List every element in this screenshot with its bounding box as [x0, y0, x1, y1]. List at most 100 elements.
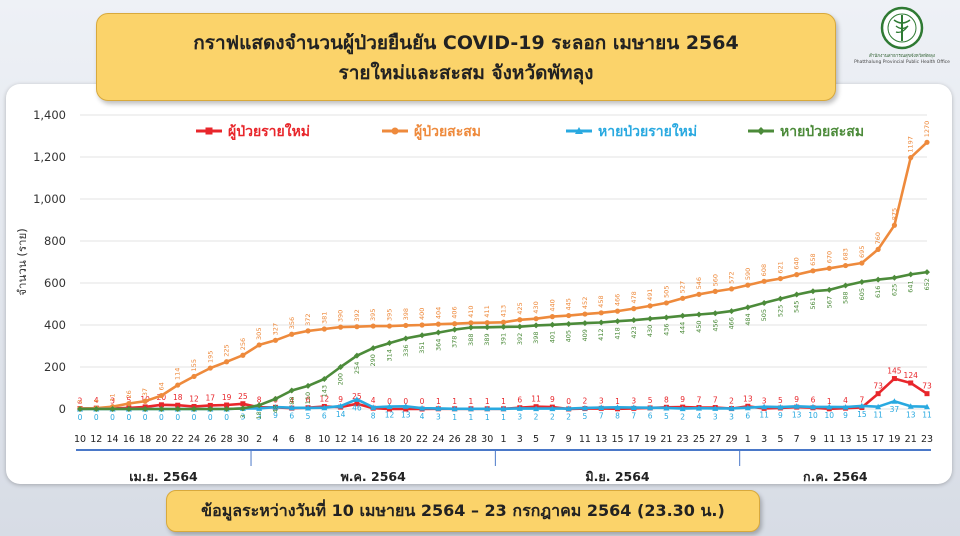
date-range-footer: ข้อมูลระหว่างวันที่ 10 เมษายน 2564 – 23 …: [166, 490, 760, 532]
x-tick-label: 19: [888, 434, 900, 445]
data-point: [142, 398, 148, 404]
data-label: 2: [534, 413, 539, 422]
data-point: [403, 406, 409, 412]
data-point: [858, 402, 865, 409]
data-point: [810, 268, 816, 274]
data-label: 2: [583, 397, 588, 406]
x-tick-label: 15: [611, 434, 623, 445]
data-label: 4: [92, 399, 100, 403]
data-label: 760: [874, 232, 882, 244]
data-point: [500, 405, 507, 412]
data-point: [924, 139, 930, 145]
data-label: 1270: [923, 121, 931, 138]
data-label: 13: [792, 410, 802, 419]
data-point: [761, 278, 767, 284]
data-point: [695, 311, 702, 318]
x-tick-label: 10: [318, 434, 330, 445]
data-point: [256, 402, 263, 409]
data-point: [712, 288, 718, 294]
data-point: [842, 404, 849, 410]
x-tick-label: 26: [204, 434, 216, 445]
data-label: 491: [646, 288, 654, 300]
data-point: [875, 246, 881, 252]
data-label: 7: [599, 412, 604, 421]
data-label: 4: [420, 412, 425, 421]
y-axis-label: จำนวน (ราย): [15, 228, 29, 295]
data-label: 305: [255, 328, 263, 340]
data-point: [842, 262, 849, 269]
data-point: [907, 271, 914, 278]
data-point: [549, 314, 555, 320]
data-point: [647, 404, 654, 411]
x-tick-label: 9: [810, 434, 816, 445]
data-point: [647, 315, 654, 322]
caduceus-seal-icon: [880, 6, 924, 50]
data-label: 9: [338, 395, 343, 404]
data-label: 73: [873, 382, 883, 391]
data-label: 423: [630, 326, 638, 338]
data-point: [403, 322, 409, 329]
data-point: [354, 324, 360, 330]
data-label: 401: [548, 331, 556, 343]
data-point: [728, 405, 735, 411]
data-label: 37: [141, 388, 149, 396]
data-label: 3: [517, 412, 522, 421]
data-point: [761, 403, 768, 410]
data-label: 400: [418, 308, 426, 320]
data-point: [875, 403, 882, 410]
data-point: [858, 278, 865, 285]
data-label: 12: [385, 410, 395, 419]
data-label: 3: [257, 412, 262, 421]
data-label: 15: [857, 410, 867, 419]
data-label: 6: [289, 412, 294, 421]
x-tick-label: 30: [481, 434, 493, 445]
data-label: 13: [401, 410, 411, 419]
x-tick-label: 6: [289, 434, 295, 445]
x-tick-label: 29: [725, 434, 737, 445]
data-label: 1: [469, 397, 474, 406]
data-label: 484: [744, 313, 752, 325]
data-label: 143: [320, 385, 328, 397]
x-tick-label: 13: [840, 434, 852, 445]
data-point: [353, 352, 360, 359]
data-point: [516, 405, 523, 411]
data-point: [614, 404, 621, 410]
data-point: [663, 314, 670, 321]
data-point: [158, 406, 165, 412]
x-tick-label: 16: [367, 434, 379, 445]
data-point: [435, 329, 442, 336]
data-label: 8: [615, 411, 620, 420]
data-point: [174, 406, 181, 412]
data-point: [712, 310, 719, 317]
x-tick-label: 11: [823, 434, 835, 445]
data-point: [77, 406, 83, 412]
data-point: [842, 282, 849, 289]
data-label: 1197: [907, 136, 915, 153]
data-point: [289, 331, 295, 337]
data-label: 327: [271, 323, 279, 335]
data-point: [875, 391, 881, 397]
x-tick-label: 26: [449, 434, 461, 445]
moph-logo: สำนักงานสาธารณสุขจังหวัดพัทลุง Phatthalu…: [852, 6, 952, 70]
data-point: [370, 404, 377, 410]
data-label: 616: [874, 286, 882, 298]
data-point: [321, 404, 328, 411]
data-point: [794, 272, 800, 278]
y-tick-label: 600: [44, 276, 66, 290]
data-label: 505: [662, 286, 670, 298]
y-tick-label: 1,400: [33, 108, 66, 122]
data-label: 5: [664, 412, 669, 421]
data-label: 398: [402, 308, 410, 320]
data-point: [272, 337, 279, 343]
data-label: 478: [630, 291, 638, 303]
legend-label: ผู้ป่วยรายใหม่: [228, 122, 310, 140]
data-point: [370, 323, 376, 329]
x-tick-label: 20: [155, 434, 167, 445]
data-point: [353, 396, 360, 402]
x-tick-label: 7: [794, 434, 800, 445]
data-point: [484, 320, 490, 326]
data-point: [272, 395, 279, 402]
data-point: [451, 405, 458, 412]
x-tick-label: 28: [221, 434, 233, 445]
